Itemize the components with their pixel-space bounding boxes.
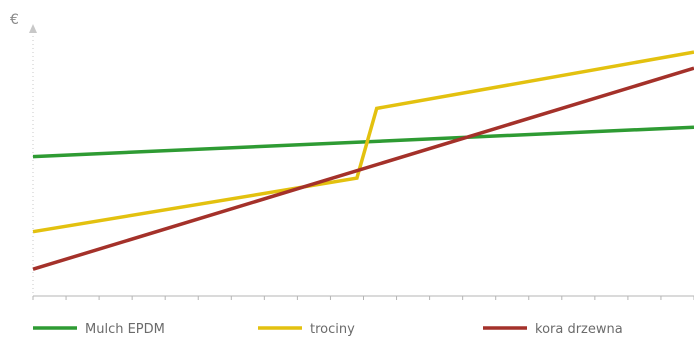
chart-axes: € bbox=[10, 12, 694, 300]
y-axis-unit-label: € bbox=[10, 12, 19, 28]
legend-label-2: trociny bbox=[310, 322, 355, 337]
series-lines bbox=[32, 50, 694, 271]
y-axis-arrow-icon bbox=[29, 24, 37, 33]
legend-label-1: Mulch EPDM bbox=[85, 322, 165, 337]
series-line-2 bbox=[32, 50, 694, 234]
legend-label-3: kora drzewna bbox=[535, 322, 623, 337]
series-line-3 bbox=[32, 66, 694, 271]
chart-legend: Mulch EPDM trociny kora drzewna bbox=[33, 322, 623, 337]
x-axis-ticks bbox=[32, 296, 694, 300]
series-line-1 bbox=[32, 125, 694, 159]
